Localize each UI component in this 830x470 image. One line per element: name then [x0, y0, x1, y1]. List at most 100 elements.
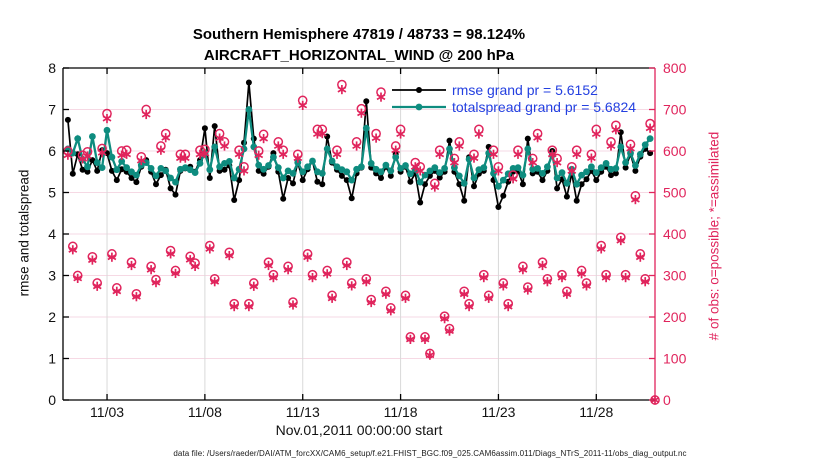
obs-assimilated-marker	[557, 274, 567, 281]
obs-assimilated-marker	[454, 142, 464, 150]
data-point-dot	[632, 162, 639, 169]
x-tick-label: 11/23	[481, 404, 515, 420]
data-point-dot	[392, 153, 400, 161]
data-point-dot	[539, 177, 546, 184]
data-point-dot	[358, 163, 365, 171]
left-tick-label: 1	[48, 351, 56, 367]
obs-assimilated-marker	[83, 152, 92, 160]
data-point-dot	[455, 172, 463, 180]
data-point-dot	[407, 170, 414, 178]
obs-assimilated-marker	[391, 147, 401, 154]
obs-assimilated-marker	[366, 299, 376, 306]
right-tick-label: 0	[663, 392, 671, 408]
obs-assimilated-marker	[376, 94, 386, 101]
data-point-dot	[471, 183, 477, 190]
obs-assimilated-marker	[420, 336, 430, 343]
legend-label: totalspread grand pr = 5.6824	[452, 99, 636, 115]
legend-sample-marker	[415, 103, 423, 111]
obs-assimilated-marker	[538, 262, 547, 269]
data-point-dot	[323, 145, 331, 153]
right-tick-label: 300	[663, 268, 687, 284]
obs-assimilated-marker	[616, 237, 626, 244]
data-point-dot	[558, 169, 566, 177]
data-point-dot	[426, 167, 434, 175]
obs-assimilated-marker	[259, 135, 269, 142]
data-point-dot	[236, 177, 243, 184]
obs-assimilated-marker	[283, 266, 293, 273]
data-point-dot	[231, 197, 238, 203]
data-point-dot	[588, 163, 595, 171]
obs-assimilated-marker	[405, 336, 415, 343]
data-point-dot	[583, 176, 590, 183]
data-point-dot	[206, 175, 213, 181]
data-point-dot	[79, 166, 86, 173]
data-point-dot	[573, 197, 580, 204]
right-tick-label: 600	[663, 143, 687, 159]
data-point-dot	[377, 168, 385, 176]
obs-assimilated-marker	[498, 282, 508, 289]
data-point-dot	[103, 126, 111, 134]
data-point-dot	[133, 171, 140, 179]
obs-assimilated-marker	[87, 257, 97, 264]
obs-assimilated-marker	[577, 270, 587, 277]
data-point-dot	[597, 164, 605, 172]
left-y-axis-label: rmse and totalspread	[16, 169, 32, 297]
obs-assimilated-marker	[239, 167, 249, 174]
data-point-dot	[641, 141, 649, 149]
right-tick-label: 500	[663, 185, 687, 201]
obs-assimilated-marker	[220, 142, 229, 150]
data-point-dot	[436, 174, 443, 181]
obs-assimilated-marker	[606, 142, 616, 150]
obs-assimilated-marker	[92, 283, 102, 290]
data-point-dot	[367, 160, 375, 167]
obs-assimilated-marker	[264, 262, 273, 269]
data-point-dot	[554, 185, 561, 192]
obs-assimilated-marker	[645, 125, 655, 132]
data-point-dot	[544, 163, 551, 171]
obs-assimilated-marker	[185, 256, 195, 263]
left-tick-label: 4	[48, 226, 56, 242]
data-point-dot	[436, 169, 444, 177]
data-point-dot	[235, 165, 243, 173]
left-tick-label: 2	[48, 309, 56, 325]
data-point-dot	[382, 161, 390, 169]
legend-label: rmse grand pr = 5.6152	[452, 82, 598, 98]
data-point-dot	[211, 123, 218, 130]
obs-assimilated-marker	[332, 151, 342, 158]
obs-assimilated-marker	[596, 245, 606, 252]
data-point-dot	[98, 164, 106, 172]
data-point-dot	[279, 174, 287, 182]
obs-assimilated-marker	[244, 303, 254, 310]
data-point-dot	[646, 135, 654, 143]
data-point-dot	[314, 178, 321, 185]
x-tick-label: 11/03	[90, 404, 124, 420]
data-point-dot	[622, 164, 629, 171]
obs-assimilated-marker	[528, 159, 538, 166]
data-point-dot	[461, 197, 468, 204]
data-point-dot	[133, 179, 140, 186]
data-point-dot	[524, 135, 531, 142]
data-point-dot	[407, 178, 414, 185]
data-point-dot	[84, 168, 91, 175]
obs-assimilated-marker	[567, 167, 577, 174]
x-tick-label: 11/18	[384, 404, 418, 420]
data-point-dot	[592, 169, 600, 177]
data-point-dot	[499, 176, 507, 184]
data-point-dot	[211, 143, 219, 151]
data-point-dot	[387, 167, 395, 175]
left-tick-label: 7	[48, 102, 56, 118]
data-point-dot	[632, 167, 639, 174]
obs-assimilated-marker	[503, 303, 513, 310]
data-point-dot	[470, 174, 478, 182]
data-point-dot	[617, 129, 624, 136]
obs-assimilated-marker	[342, 262, 352, 269]
obs-assimilated-marker	[78, 155, 88, 162]
x-tick-label: 11/08	[188, 404, 222, 420]
data-point-dot	[309, 157, 316, 165]
obs-assimilated-marker	[122, 151, 132, 158]
obs-assimilated-marker	[357, 110, 366, 117]
data-point-dot	[260, 165, 267, 173]
obs-assimilated-marker	[601, 274, 611, 281]
x-axis-label: Nov.01,2011 00:00:00 start	[275, 422, 443, 438]
data-point-dot	[539, 170, 546, 177]
